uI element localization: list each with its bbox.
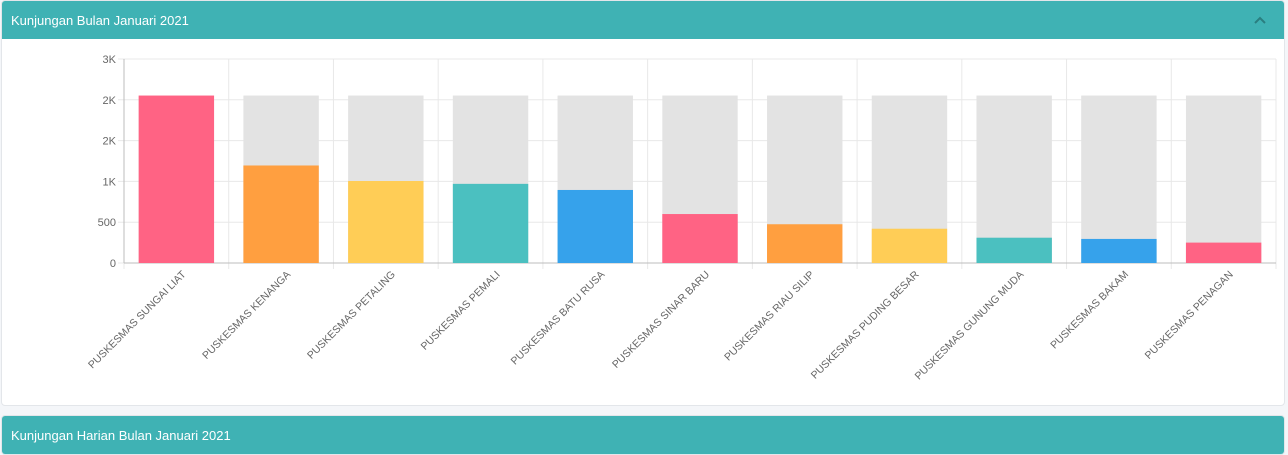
x-tick-label: PUSKESMAS RIAU SILIP xyxy=(722,269,817,364)
bar xyxy=(348,180,424,263)
x-tick-label: PUSKESMAS SUNGAI LIAT xyxy=(86,268,189,371)
y-tick-label: 2K xyxy=(103,136,117,148)
daily-visits-header: Kunjungan Harian Bulan Januari 2021 xyxy=(2,416,1284,454)
x-tick-label: PUSKESMAS BATU RUSA xyxy=(509,269,608,368)
chevron-up-icon[interactable] xyxy=(1250,10,1270,30)
bar xyxy=(243,165,319,263)
y-tick-label: 0 xyxy=(110,258,116,270)
bar xyxy=(976,237,1052,263)
bar xyxy=(662,214,738,263)
x-tick-label: PUSKESMAS KENANGA xyxy=(200,269,293,362)
bar-track xyxy=(1185,95,1262,264)
monthly-visits-chart: 0 500 1K 2K 2K 3K PUSKESMAS SUNGAI LIAT PUSKESM… xyxy=(2,39,1284,405)
daily-visits-card: Kunjungan Harian Bulan Januari 2021 xyxy=(1,415,1285,455)
bar xyxy=(1185,242,1262,263)
y-tick-label: 1K xyxy=(103,176,117,188)
monthly-visits-title: Kunjungan Bulan Januari 2021 xyxy=(11,12,189,28)
bar-track xyxy=(976,95,1052,264)
bar xyxy=(452,183,529,263)
daily-visits-title: Kunjungan Harian Bulan Januari 2021 xyxy=(11,427,231,443)
monthly-visits-card: Kunjungan Bulan Januari 2021 0 500 1K 2K 2K 3… xyxy=(1,0,1285,406)
y-tick-label: 500 xyxy=(98,217,116,229)
y-tick-label: 2K xyxy=(103,95,117,107)
x-tick-label: PUSKESMAS SINAR BARU xyxy=(610,269,712,371)
bar xyxy=(138,95,215,264)
x-tick-label: PUSKESMAS GUNUNG MUDA xyxy=(913,269,1027,383)
bar xyxy=(871,228,948,263)
bar xyxy=(557,189,633,263)
x-tick-label: PUSKESMAS PEMALI xyxy=(419,269,503,353)
bar xyxy=(1081,238,1157,263)
bar xyxy=(767,224,843,263)
x-tick-label: PUSKESMAS PENAGAN xyxy=(1143,269,1236,362)
bar-track xyxy=(1081,95,1157,264)
y-tick-label: 3K xyxy=(103,54,117,66)
monthly-visits-header: Kunjungan Bulan Januari 2021 xyxy=(2,1,1284,39)
x-tick-label: PUSKESMAS PUDING BESAR xyxy=(809,268,922,381)
x-tick-label: PUSKESMAS BAKAM xyxy=(1048,269,1131,352)
x-tick-label: PUSKESMAS PETALING xyxy=(305,269,398,362)
